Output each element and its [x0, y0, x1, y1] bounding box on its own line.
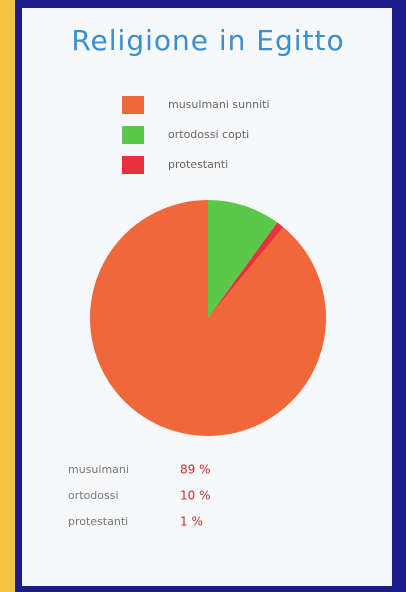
- pie-slice: [208, 200, 278, 318]
- value-label: 1 %: [180, 515, 203, 529]
- legend-label: musulmani sunniti: [168, 98, 270, 111]
- side-strip: [0, 0, 15, 592]
- value-label: 89 %: [180, 463, 211, 477]
- summary-name: protestanti: [68, 515, 128, 528]
- legend-swatch: [122, 126, 144, 144]
- pie-slice: [208, 222, 284, 318]
- legend-label: protestanti: [168, 158, 228, 171]
- summary-name: musulmani: [68, 463, 129, 476]
- legend-swatch: [122, 96, 144, 114]
- value-label: 10 %: [180, 489, 211, 503]
- summary-name: ortodossi: [68, 489, 119, 502]
- legend-swatch: [122, 156, 144, 174]
- chart-title: Religione in Egitto: [71, 24, 344, 57]
- legend-label: ortodossi copti: [168, 128, 249, 141]
